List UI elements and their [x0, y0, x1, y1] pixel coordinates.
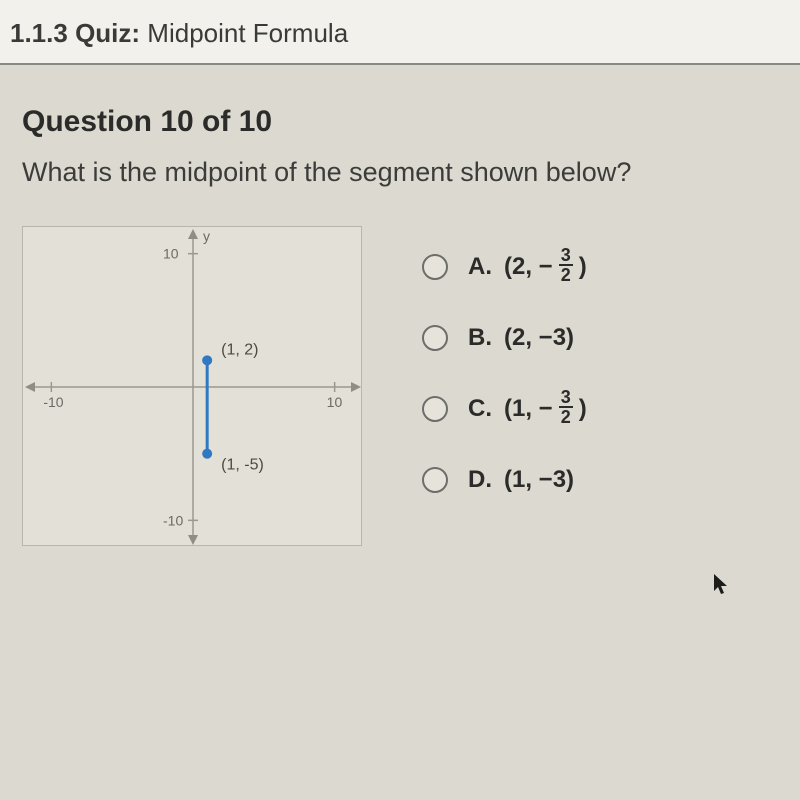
graph-svg: y -10 10 -10 10 (1, 2) (1, -5)	[23, 227, 363, 547]
radio-c[interactable]	[422, 396, 448, 422]
quiz-label-bold: Quiz:	[75, 18, 140, 48]
question-counter: Question 10 of 10	[22, 105, 778, 139]
svg-text:10: 10	[163, 246, 179, 262]
svg-text:10: 10	[327, 394, 343, 410]
question-body: y -10 10 -10 10 (1, 2) (1, -5) A. (2, − 3 2 )	[22, 226, 778, 546]
answer-label-b: B. (2, −3)	[468, 324, 574, 352]
quiz-topic: Midpoint Formula	[147, 18, 348, 48]
svg-text:y: y	[203, 228, 210, 244]
answer-label-a: A. (2, − 3 2 )	[468, 248, 587, 286]
content-area: Question 10 of 10 What is the midpoint o…	[0, 65, 800, 546]
coordinate-graph: y -10 10 -10 10 (1, 2) (1, -5)	[22, 226, 362, 546]
quiz-title: 1.1.3 Quiz: Midpoint Formula	[10, 18, 348, 49]
svg-text:-10: -10	[163, 512, 183, 528]
answer-list: A. (2, − 3 2 ) B. (2, −3)	[422, 226, 778, 494]
fraction: 3 2	[559, 388, 573, 426]
radio-d[interactable]	[422, 467, 448, 493]
answer-option-b[interactable]: B. (2, −3)	[422, 324, 778, 352]
svg-text:(1, -5): (1, -5)	[221, 457, 264, 474]
answer-option-d[interactable]: D. (1, −3)	[422, 466, 778, 494]
radio-b[interactable]	[422, 325, 448, 351]
header-bar: 1.1.3 Quiz: Midpoint Formula	[0, 0, 800, 65]
fraction: 3 2	[559, 246, 573, 284]
answer-label-c: C. (1, − 3 2 )	[468, 390, 587, 428]
mouse-cursor-icon	[714, 574, 732, 598]
radio-a[interactable]	[422, 254, 448, 280]
section-number: 1.1.3	[10, 18, 68, 48]
answer-label-d: D. (1, −3)	[468, 466, 574, 494]
question-text: What is the midpoint of the segment show…	[22, 157, 778, 188]
answer-option-c[interactable]: C. (1, − 3 2 )	[422, 390, 778, 428]
answer-option-a[interactable]: A. (2, − 3 2 )	[422, 248, 778, 286]
svg-text:-10: -10	[43, 394, 63, 410]
svg-text:(1, 2): (1, 2)	[221, 341, 258, 358]
